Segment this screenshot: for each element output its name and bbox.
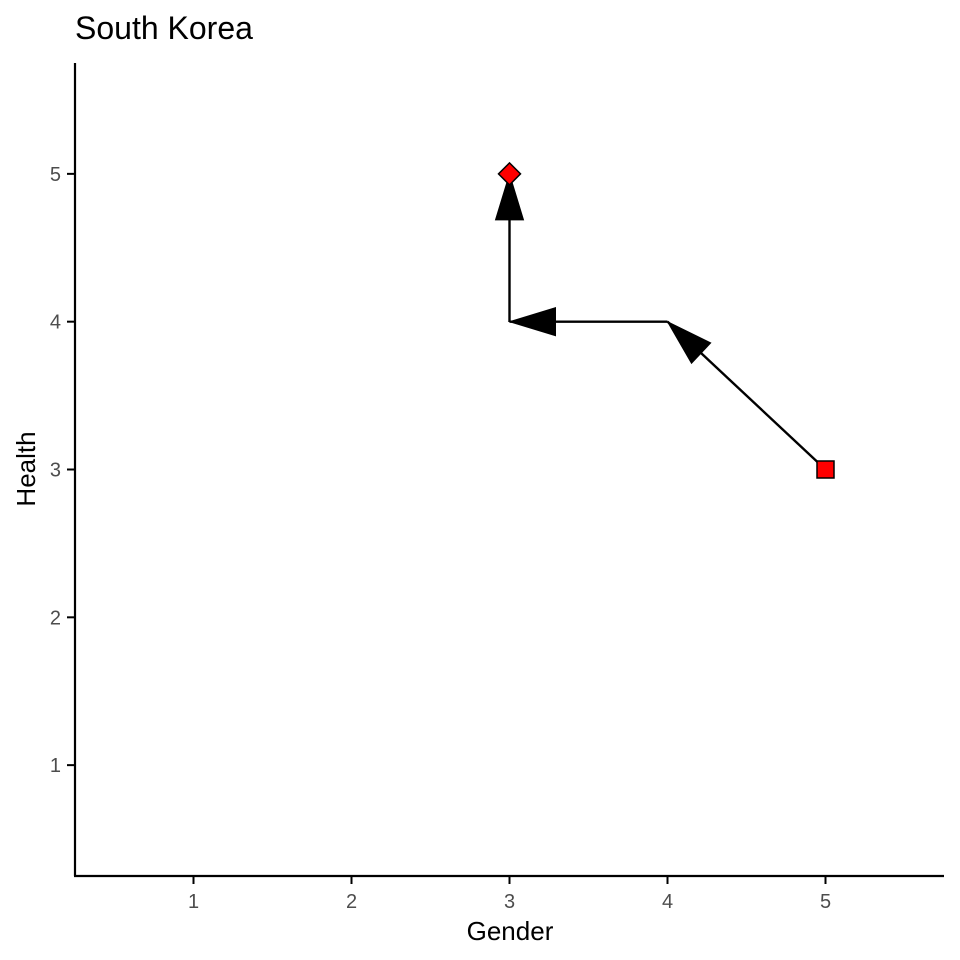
start-point-square	[816, 460, 835, 479]
x-tick-label: 3	[504, 891, 515, 913]
y-ticks: 1 2 3 4 5	[50, 164, 75, 777]
arrowhead	[666, 320, 712, 365]
x-tick-label: 1	[188, 891, 199, 913]
arrowhead	[507, 307, 556, 337]
x-tick-label: 5	[820, 891, 831, 913]
x-tick-label: 2	[346, 891, 357, 913]
chart-title: South Korea	[75, 10, 253, 46]
y-tick-label: 5	[50, 164, 61, 186]
y-axis-title: Health	[11, 431, 41, 506]
arrowhead	[494, 172, 525, 221]
y-tick-label: 2	[50, 607, 61, 629]
y-tick-label: 4	[50, 312, 61, 334]
y-tick-label: 3	[50, 460, 61, 482]
y-tick-label: 1	[50, 755, 61, 777]
plot-area: 1 2 3 4 5 1 2 3 4 5	[50, 63, 944, 913]
x-axis-title: Gender	[467, 916, 554, 946]
markers	[497, 161, 835, 479]
x-ticks: 1 2 3 4 5	[188, 876, 831, 913]
end-point-diamond	[497, 161, 522, 186]
x-tick-label: 4	[662, 891, 673, 913]
series-path	[494, 172, 827, 471]
